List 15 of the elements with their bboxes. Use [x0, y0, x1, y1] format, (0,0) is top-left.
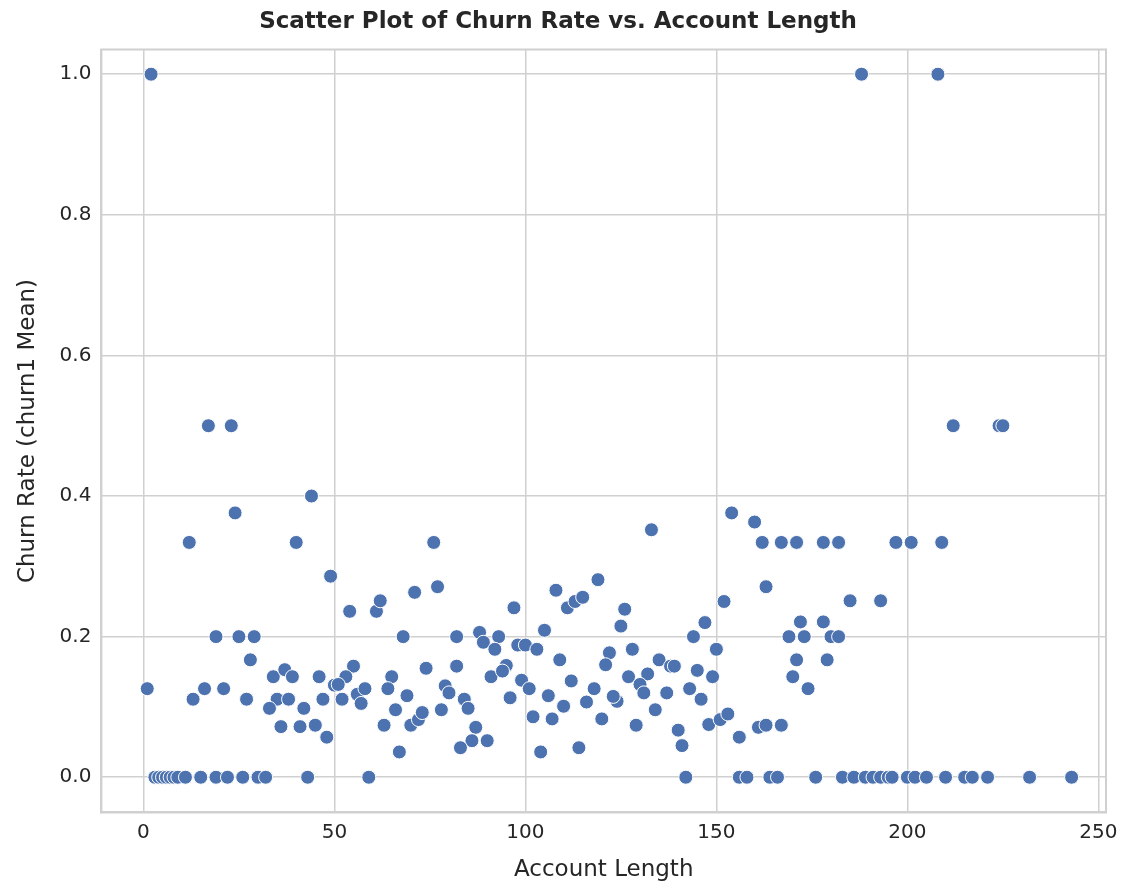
x-tick-label: 0 — [137, 818, 150, 843]
y-tick-label: 1.0 — [59, 60, 92, 85]
y-tick-label: 0.0 — [59, 763, 92, 788]
y-tick-label: 0.6 — [59, 341, 92, 366]
y-tick-label: 0.4 — [59, 482, 92, 507]
x-tick-label: 200 — [888, 818, 927, 843]
chart-title: Scatter Plot of Churn Rate vs. Account Length — [259, 6, 857, 33]
x-tick-label: 250 — [1079, 818, 1118, 843]
x-axis-title: Account Length — [513, 855, 694, 882]
y-tick-label: 0.8 — [59, 201, 92, 226]
y-tick-label: 0.2 — [59, 622, 92, 647]
x-tick-label: 50 — [321, 818, 348, 843]
x-tick-label: 150 — [697, 818, 736, 843]
x-tick-label: 100 — [506, 818, 545, 843]
y-axis-title: Churn Rate (churn1 Mean) — [12, 278, 39, 584]
